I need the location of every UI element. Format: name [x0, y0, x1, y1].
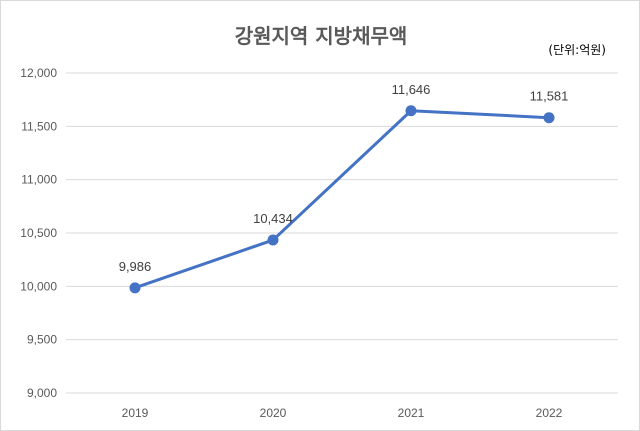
y-tick-label: 9,000	[27, 386, 57, 400]
x-tick-label: 2019	[122, 406, 149, 420]
series-line	[133, 109, 551, 290]
unit-note: (단위:억원)	[548, 43, 606, 57]
y-tick-label: 10,000	[20, 279, 57, 293]
data-label: 10,434	[253, 211, 293, 226]
data-point	[267, 234, 279, 246]
chart-title: 강원지역 지방채무액	[235, 24, 408, 48]
axis-labels: 9,000 9,500 10,000 10,500 11,000 11,500 12,000…	[20, 66, 562, 420]
data-point	[405, 105, 417, 117]
data-point	[129, 282, 141, 294]
data-label: 9,986	[119, 259, 152, 274]
y-tick-label: 11,000	[21, 173, 57, 187]
data-series: 9,986 10,434 11,646 11,581	[119, 82, 569, 294]
y-tick-label: 12,000	[20, 66, 57, 80]
y-tick-label: 10,500	[20, 226, 57, 240]
x-tick-label: 2021	[398, 406, 425, 420]
x-tick-label: 2020	[260, 406, 287, 420]
y-tick-label: 9,500	[27, 333, 57, 347]
gridlines	[66, 72, 618, 394]
data-label: 11,581	[530, 89, 569, 104]
data-label: 11,646	[392, 82, 431, 97]
x-tick-label: 2022	[536, 406, 563, 420]
y-tick-label: 11,500	[21, 119, 57, 133]
data-point	[543, 112, 555, 124]
